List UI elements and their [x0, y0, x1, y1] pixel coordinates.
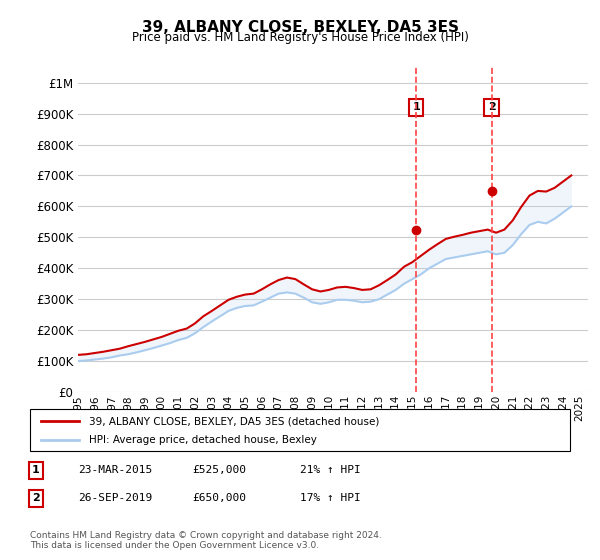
Text: £525,000: £525,000	[192, 465, 246, 475]
Text: Contains HM Land Registry data © Crown copyright and database right 2024.
This d: Contains HM Land Registry data © Crown c…	[30, 531, 382, 550]
Text: 2: 2	[488, 102, 496, 113]
Text: 17% ↑ HPI: 17% ↑ HPI	[300, 493, 361, 503]
Text: 39, ALBANY CLOSE, BEXLEY, DA5 3ES: 39, ALBANY CLOSE, BEXLEY, DA5 3ES	[142, 20, 458, 35]
Text: 26-SEP-2019: 26-SEP-2019	[78, 493, 152, 503]
Text: 23-MAR-2015: 23-MAR-2015	[78, 465, 152, 475]
Text: 39, ALBANY CLOSE, BEXLEY, DA5 3ES (detached house): 39, ALBANY CLOSE, BEXLEY, DA5 3ES (detac…	[89, 417, 380, 426]
Text: 21% ↑ HPI: 21% ↑ HPI	[300, 465, 361, 475]
Text: 2: 2	[32, 493, 40, 503]
Text: 1: 1	[412, 102, 420, 113]
Text: 1: 1	[32, 465, 40, 475]
FancyBboxPatch shape	[30, 409, 570, 451]
Text: HPI: Average price, detached house, Bexley: HPI: Average price, detached house, Bexl…	[89, 435, 317, 445]
Text: Price paid vs. HM Land Registry's House Price Index (HPI): Price paid vs. HM Land Registry's House …	[131, 31, 469, 44]
Text: £650,000: £650,000	[192, 493, 246, 503]
